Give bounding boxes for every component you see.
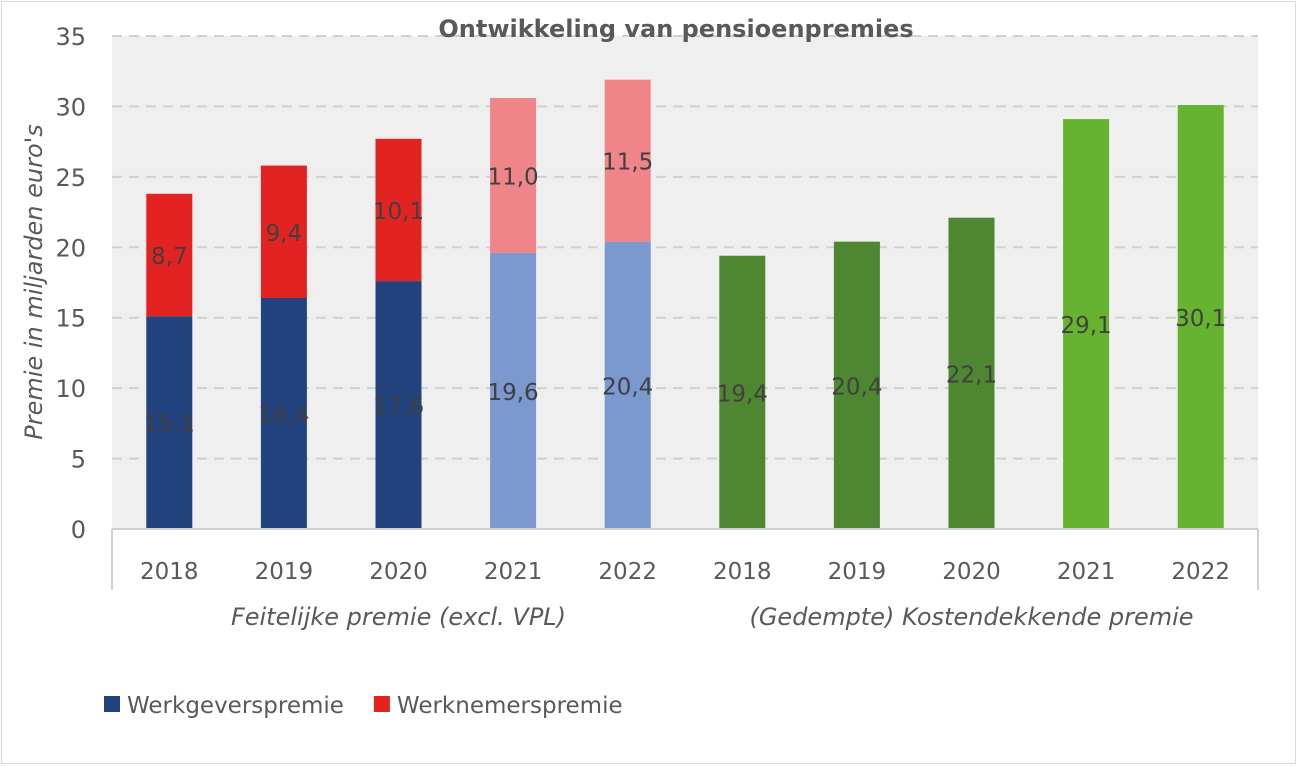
y-tick-label: 0 [71, 516, 86, 544]
data-label: 22,1 [946, 362, 997, 388]
x-tick-label: 2020 [942, 559, 1001, 585]
data-label: 9,4 [266, 221, 303, 247]
data-label: 15,1 [144, 412, 195, 438]
bar-segment [948, 217, 995, 529]
bar-segment [719, 255, 766, 530]
data-label: 17,6 [373, 394, 424, 420]
bar-segment [375, 281, 422, 529]
y-axis-label: Premie in miljarden euro's [20, 124, 48, 439]
bar-segment [1063, 119, 1110, 529]
x-tick-label: 2021 [1057, 559, 1116, 585]
x-tick-label: 2022 [1171, 559, 1230, 585]
x-tick-label: 2018 [140, 559, 199, 585]
bar-segment [833, 241, 880, 529]
legend-swatch [104, 696, 120, 712]
bar-segment [490, 97, 537, 253]
data-label: 29,1 [1060, 313, 1111, 339]
bar-segment [260, 297, 307, 529]
data-label: 16,4 [258, 402, 309, 428]
data-label: 8,7 [151, 244, 188, 270]
y-tick-label: 25 [55, 164, 86, 192]
x-tick-label: 2019 [828, 559, 887, 585]
data-label: 19,6 [487, 380, 538, 406]
bar-segment [1177, 105, 1224, 530]
data-label: 20,4 [831, 374, 882, 400]
y-tick-label: 20 [55, 234, 86, 262]
y-tick-label: 15 [55, 305, 86, 333]
x-tick-label: 2022 [598, 559, 657, 585]
x-tick-label: 2019 [255, 559, 314, 585]
legend-label: Werkgeverspremie [127, 693, 344, 719]
x-tick-label: 2020 [369, 559, 428, 585]
bar-segment [146, 193, 193, 317]
data-label: 30,1 [1175, 306, 1226, 332]
bar-segment [260, 165, 307, 298]
data-label: 10,1 [373, 199, 424, 225]
legend-label: Werknemerspremie [397, 693, 623, 719]
y-tick-label: 35 [55, 23, 86, 51]
y-tick-label: 30 [55, 93, 86, 121]
y-tick-label: 10 [55, 375, 86, 403]
x-tick-label: 2018 [713, 559, 772, 585]
group-label: (Gedempte) Kostendekkende premie [749, 603, 1193, 631]
bar-segment [604, 79, 651, 242]
x-tick-label: 2021 [484, 559, 543, 585]
data-label: 19,4 [717, 381, 768, 407]
bar-segment [490, 252, 537, 530]
data-label: 20,4 [602, 374, 653, 400]
bar-segment [604, 241, 651, 529]
bar-segment [375, 138, 422, 282]
y-tick-label: 5 [71, 446, 86, 474]
chart-title: Ontwikkeling van pensioenpremies [438, 15, 913, 43]
bar-segment [146, 316, 193, 529]
legend-swatch [373, 696, 390, 712]
group-label: Feitelijke premie (excl. VPL) [231, 603, 566, 631]
data-label: 11,0 [487, 164, 538, 190]
data-label: 11,5 [602, 150, 653, 176]
